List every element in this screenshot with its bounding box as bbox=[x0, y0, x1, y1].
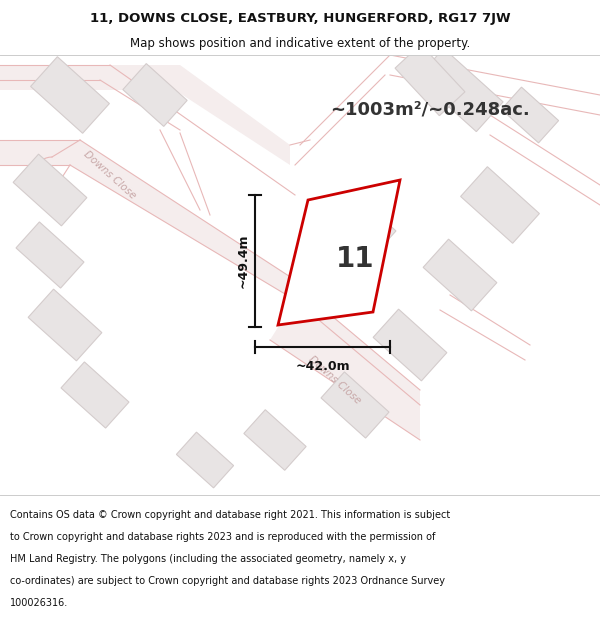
Text: ~42.0m: ~42.0m bbox=[295, 361, 350, 374]
Text: ~1003m²/~0.248ac.: ~1003m²/~0.248ac. bbox=[330, 101, 530, 119]
Polygon shape bbox=[417, 48, 503, 132]
Polygon shape bbox=[0, 140, 295, 300]
Polygon shape bbox=[502, 87, 559, 143]
Polygon shape bbox=[461, 167, 539, 243]
Polygon shape bbox=[16, 222, 84, 288]
Polygon shape bbox=[123, 64, 187, 126]
Polygon shape bbox=[278, 180, 400, 325]
Text: Contains OS data © Crown copyright and database right 2021. This information is : Contains OS data © Crown copyright and d… bbox=[10, 510, 450, 520]
Polygon shape bbox=[364, 214, 396, 246]
Polygon shape bbox=[61, 362, 129, 428]
Polygon shape bbox=[270, 285, 420, 440]
Polygon shape bbox=[395, 44, 465, 116]
Polygon shape bbox=[0, 65, 290, 165]
Text: Downs Close: Downs Close bbox=[307, 354, 363, 406]
Text: ~49.4m: ~49.4m bbox=[236, 234, 250, 288]
Text: 100026316.: 100026316. bbox=[10, 598, 68, 608]
Polygon shape bbox=[28, 289, 102, 361]
Polygon shape bbox=[423, 239, 497, 311]
Polygon shape bbox=[31, 57, 109, 133]
Text: co-ordinates) are subject to Crown copyright and database rights 2023 Ordnance S: co-ordinates) are subject to Crown copyr… bbox=[10, 576, 445, 586]
Text: HM Land Registry. The polygons (including the associated geometry, namely x, y: HM Land Registry. The polygons (includin… bbox=[10, 554, 406, 564]
Polygon shape bbox=[13, 154, 87, 226]
Polygon shape bbox=[321, 372, 389, 438]
Text: Map shows position and indicative extent of the property.: Map shows position and indicative extent… bbox=[130, 38, 470, 51]
Text: 11, DOWNS CLOSE, EASTBURY, HUNGERFORD, RG17 7JW: 11, DOWNS CLOSE, EASTBURY, HUNGERFORD, R… bbox=[89, 12, 511, 25]
Polygon shape bbox=[244, 410, 306, 470]
Text: 11: 11 bbox=[335, 245, 374, 273]
Polygon shape bbox=[373, 309, 447, 381]
Text: to Crown copyright and database rights 2023 and is reproduced with the permissio: to Crown copyright and database rights 2… bbox=[10, 532, 436, 542]
Text: Downs Close: Downs Close bbox=[82, 149, 138, 201]
Polygon shape bbox=[176, 432, 233, 488]
